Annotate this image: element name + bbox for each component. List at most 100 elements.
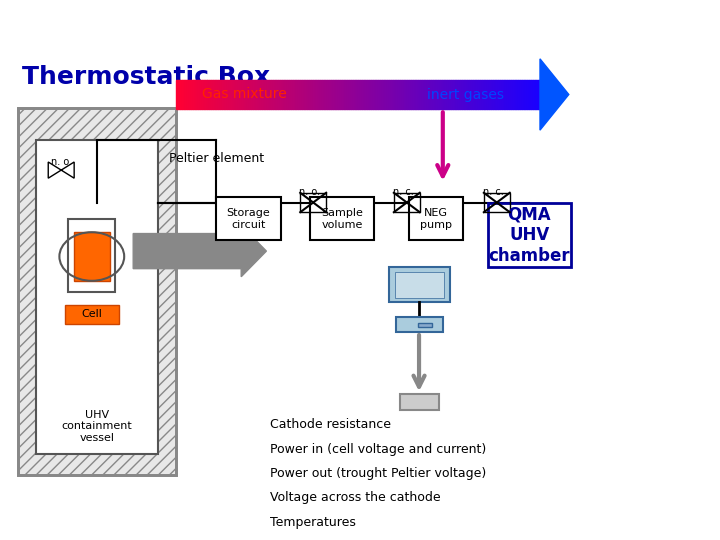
Bar: [333, 79, 335, 109]
Bar: [518, 79, 520, 109]
Bar: [354, 79, 356, 109]
Bar: [435, 79, 436, 109]
Bar: [240, 79, 242, 109]
Bar: [182, 79, 184, 109]
Bar: [176, 79, 179, 109]
FancyArrow shape: [133, 226, 266, 276]
FancyBboxPatch shape: [65, 305, 119, 324]
Bar: [442, 79, 444, 109]
Bar: [362, 79, 364, 109]
Bar: [343, 79, 346, 109]
Bar: [186, 79, 187, 109]
Bar: [236, 79, 238, 109]
Bar: [418, 79, 420, 109]
Bar: [220, 79, 222, 109]
Bar: [420, 79, 422, 109]
Bar: [446, 79, 447, 109]
Bar: [496, 79, 498, 109]
Bar: [293, 79, 294, 109]
Bar: [451, 79, 453, 109]
Bar: [505, 79, 508, 109]
Bar: [515, 79, 516, 109]
Bar: [331, 79, 333, 109]
Bar: [266, 79, 267, 109]
Bar: [429, 79, 431, 109]
Bar: [213, 79, 215, 109]
Bar: [453, 79, 454, 109]
FancyBboxPatch shape: [418, 323, 432, 327]
Bar: [485, 79, 487, 109]
FancyBboxPatch shape: [74, 232, 110, 281]
Bar: [284, 79, 285, 109]
Text: n. c.: n. c.: [393, 187, 413, 197]
Bar: [447, 79, 449, 109]
Bar: [404, 79, 405, 109]
Bar: [398, 79, 400, 109]
Text: Power out (trought Peltier voltage): Power out (trought Peltier voltage): [270, 467, 486, 480]
Bar: [513, 79, 515, 109]
Bar: [189, 79, 191, 109]
Bar: [251, 79, 253, 109]
Text: Thermostatic Box: Thermostatic Box: [22, 65, 270, 89]
Bar: [320, 79, 322, 109]
Bar: [516, 79, 518, 109]
Text: Cathode resistance: Cathode resistance: [270, 418, 391, 431]
Bar: [287, 79, 289, 109]
Bar: [225, 79, 228, 109]
Bar: [538, 79, 540, 109]
Bar: [440, 79, 442, 109]
Bar: [207, 79, 209, 109]
Bar: [413, 79, 415, 109]
Bar: [193, 79, 194, 109]
FancyBboxPatch shape: [396, 317, 443, 332]
Bar: [297, 79, 298, 109]
Bar: [478, 79, 480, 109]
Bar: [520, 79, 522, 109]
Bar: [184, 79, 186, 109]
Bar: [460, 79, 462, 109]
Bar: [209, 79, 211, 109]
Bar: [315, 79, 316, 109]
Bar: [187, 79, 189, 109]
Bar: [473, 79, 474, 109]
Bar: [411, 79, 413, 109]
Text: Storage
circuit: Storage circuit: [227, 208, 270, 230]
Bar: [198, 79, 200, 109]
Bar: [258, 79, 260, 109]
Bar: [374, 79, 377, 109]
Bar: [474, 79, 477, 109]
Bar: [484, 79, 485, 109]
Text: Sample
volume: Sample volume: [321, 208, 363, 230]
Bar: [324, 79, 325, 109]
Bar: [215, 79, 217, 109]
Bar: [366, 79, 367, 109]
Bar: [253, 79, 255, 109]
Bar: [373, 79, 374, 109]
Bar: [204, 79, 205, 109]
Bar: [465, 79, 467, 109]
Bar: [318, 79, 320, 109]
Bar: [449, 79, 451, 109]
Bar: [322, 79, 324, 109]
FancyBboxPatch shape: [216, 197, 281, 240]
Bar: [356, 79, 359, 109]
Text: inert gases: inert gases: [427, 87, 504, 102]
Bar: [397, 79, 398, 109]
Bar: [335, 79, 336, 109]
Bar: [427, 79, 429, 109]
Bar: [300, 79, 302, 109]
Bar: [511, 79, 513, 109]
Bar: [243, 79, 246, 109]
Bar: [377, 79, 378, 109]
Bar: [426, 79, 427, 109]
Text: Temperatures: Temperatures: [270, 516, 356, 529]
Bar: [469, 79, 471, 109]
Bar: [391, 79, 392, 109]
Text: n. c.: n. c.: [483, 187, 503, 197]
Bar: [502, 79, 504, 109]
Bar: [309, 79, 311, 109]
Text: n. o.: n. o.: [50, 157, 72, 167]
Bar: [260, 79, 262, 109]
Bar: [531, 79, 533, 109]
Bar: [444, 79, 446, 109]
